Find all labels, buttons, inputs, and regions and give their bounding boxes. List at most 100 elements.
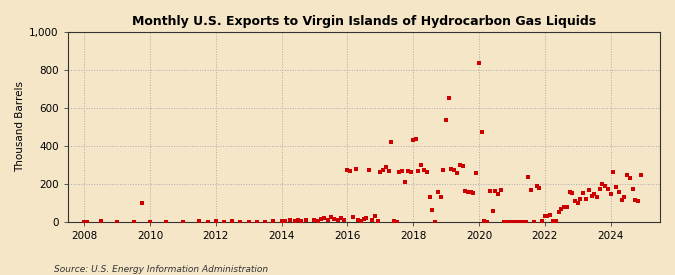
- Point: [235, 219, 246, 224]
- Point: [622, 173, 632, 177]
- Point: [385, 140, 396, 144]
- Point: [438, 168, 449, 173]
- Point: [504, 219, 515, 224]
- Point: [279, 219, 290, 223]
- Point: [490, 189, 501, 194]
- Point: [547, 219, 558, 223]
- Point: [356, 219, 367, 223]
- Point: [339, 218, 350, 222]
- Point: [630, 198, 641, 202]
- Point: [624, 176, 635, 180]
- Point: [575, 197, 586, 201]
- Point: [531, 183, 542, 188]
- Point: [636, 173, 647, 177]
- Point: [342, 168, 353, 173]
- Point: [586, 194, 597, 198]
- Point: [482, 219, 493, 224]
- Y-axis label: Thousand Barrels: Thousand Barrels: [15, 81, 25, 172]
- Point: [144, 219, 155, 224]
- Point: [373, 219, 383, 223]
- Point: [471, 171, 482, 175]
- Point: [454, 163, 465, 167]
- Point: [605, 192, 616, 196]
- Point: [128, 219, 139, 224]
- Point: [545, 213, 556, 217]
- Point: [194, 219, 205, 224]
- Point: [364, 168, 375, 173]
- Point: [367, 218, 377, 222]
- Point: [325, 215, 336, 219]
- Point: [335, 216, 346, 220]
- Point: [599, 183, 610, 188]
- Point: [383, 169, 394, 174]
- Point: [329, 217, 340, 221]
- Point: [523, 175, 534, 179]
- Point: [526, 188, 537, 192]
- Point: [353, 218, 364, 222]
- Point: [554, 210, 564, 214]
- Point: [487, 209, 498, 213]
- Point: [111, 219, 122, 224]
- Point: [332, 218, 343, 222]
- Point: [616, 198, 627, 202]
- Point: [211, 219, 221, 223]
- Point: [457, 164, 468, 168]
- Point: [583, 188, 594, 192]
- Point: [603, 186, 614, 191]
- Point: [539, 214, 550, 218]
- Point: [614, 190, 624, 194]
- Point: [293, 218, 304, 222]
- Point: [413, 169, 424, 174]
- Point: [580, 197, 591, 201]
- Point: [564, 190, 575, 194]
- Point: [227, 219, 238, 223]
- Point: [425, 195, 435, 199]
- Point: [405, 170, 416, 175]
- Point: [443, 96, 454, 101]
- Point: [252, 219, 263, 224]
- Point: [449, 168, 460, 173]
- Title: Monthly U.S. Exports to Virgin Islands of Hydrocarbon Gas Liquids: Monthly U.S. Exports to Virgin Islands o…: [132, 15, 596, 28]
- Point: [610, 185, 621, 189]
- Point: [578, 191, 589, 196]
- Point: [509, 219, 520, 224]
- Point: [219, 219, 230, 224]
- Point: [498, 219, 509, 224]
- Point: [534, 185, 545, 190]
- Point: [465, 190, 476, 194]
- Point: [316, 217, 327, 221]
- Point: [350, 166, 361, 171]
- Point: [495, 188, 506, 192]
- Point: [595, 186, 605, 191]
- Point: [313, 219, 323, 223]
- Point: [427, 208, 437, 213]
- Point: [441, 118, 452, 122]
- Point: [550, 219, 561, 223]
- Point: [570, 199, 580, 203]
- Point: [296, 219, 306, 223]
- Point: [479, 219, 489, 223]
- Point: [460, 189, 470, 194]
- Point: [512, 219, 522, 224]
- Point: [394, 170, 405, 175]
- Point: [347, 215, 358, 219]
- Point: [430, 219, 441, 224]
- Point: [433, 190, 443, 194]
- Point: [95, 219, 106, 224]
- Point: [520, 219, 531, 224]
- Point: [361, 216, 372, 220]
- Point: [319, 216, 330, 220]
- Point: [493, 192, 504, 196]
- Point: [468, 191, 479, 196]
- Point: [418, 168, 429, 173]
- Point: [161, 219, 172, 224]
- Point: [408, 138, 418, 142]
- Point: [556, 207, 567, 211]
- Point: [276, 219, 287, 223]
- Point: [446, 166, 457, 171]
- Point: [389, 219, 400, 223]
- Point: [202, 219, 213, 224]
- Point: [402, 169, 413, 174]
- Point: [301, 218, 312, 222]
- Point: [243, 219, 254, 224]
